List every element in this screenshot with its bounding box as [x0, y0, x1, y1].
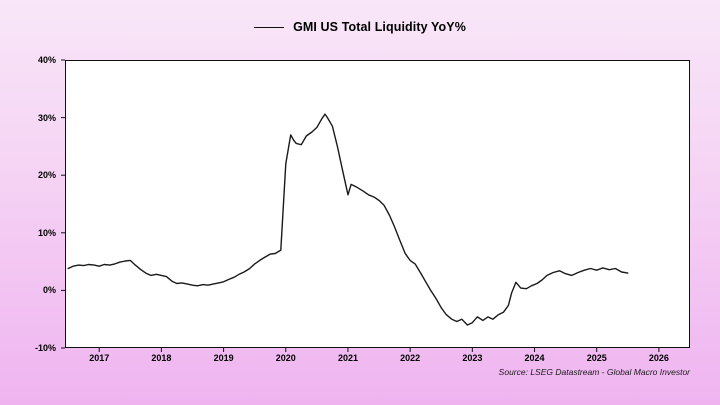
plot-area	[61, 59, 690, 352]
x-tick-label: 2020	[275, 353, 296, 363]
y-axis-labels: 40% 30% 20% 10% 0% -10%	[0, 55, 60, 353]
x-tick-label: 2025	[586, 353, 607, 363]
x-tick-label: 2018	[151, 353, 172, 363]
chart-legend: GMI US Total Liquidity YoY%	[0, 20, 720, 34]
series-line	[67, 113, 629, 326]
x-tick-label: 2024	[524, 353, 545, 363]
x-tick-label: 2019	[213, 353, 234, 363]
series-line-icon	[254, 26, 285, 28]
x-tick-label: 2026	[648, 353, 669, 363]
y-tick-label: 40%	[37, 55, 56, 65]
plot-svg	[61, 59, 690, 352]
x-tick-label: 2021	[337, 353, 358, 363]
y-tick-label: 20%	[37, 170, 56, 181]
y-tick-label: 30%	[37, 112, 56, 123]
y-tick-label: 0%	[42, 285, 56, 296]
x-tick-label: 2022	[400, 353, 421, 363]
source-credit: Source: LSEG Datastream - Global Macro I…	[498, 367, 690, 377]
x-axis-labels: 2017 2018 2019 2020 2021 2022 2023 2024 2025 2026	[65, 353, 690, 365]
y-tick-label: 10%	[37, 227, 56, 238]
x-tick-label: 2023	[462, 353, 483, 363]
x-tick-label: 2017	[89, 353, 110, 363]
plot-frame	[65, 60, 690, 348]
y-tick-label: -10%	[34, 343, 56, 353]
chart-title: GMI US Total Liquidity YoY%	[293, 20, 466, 34]
